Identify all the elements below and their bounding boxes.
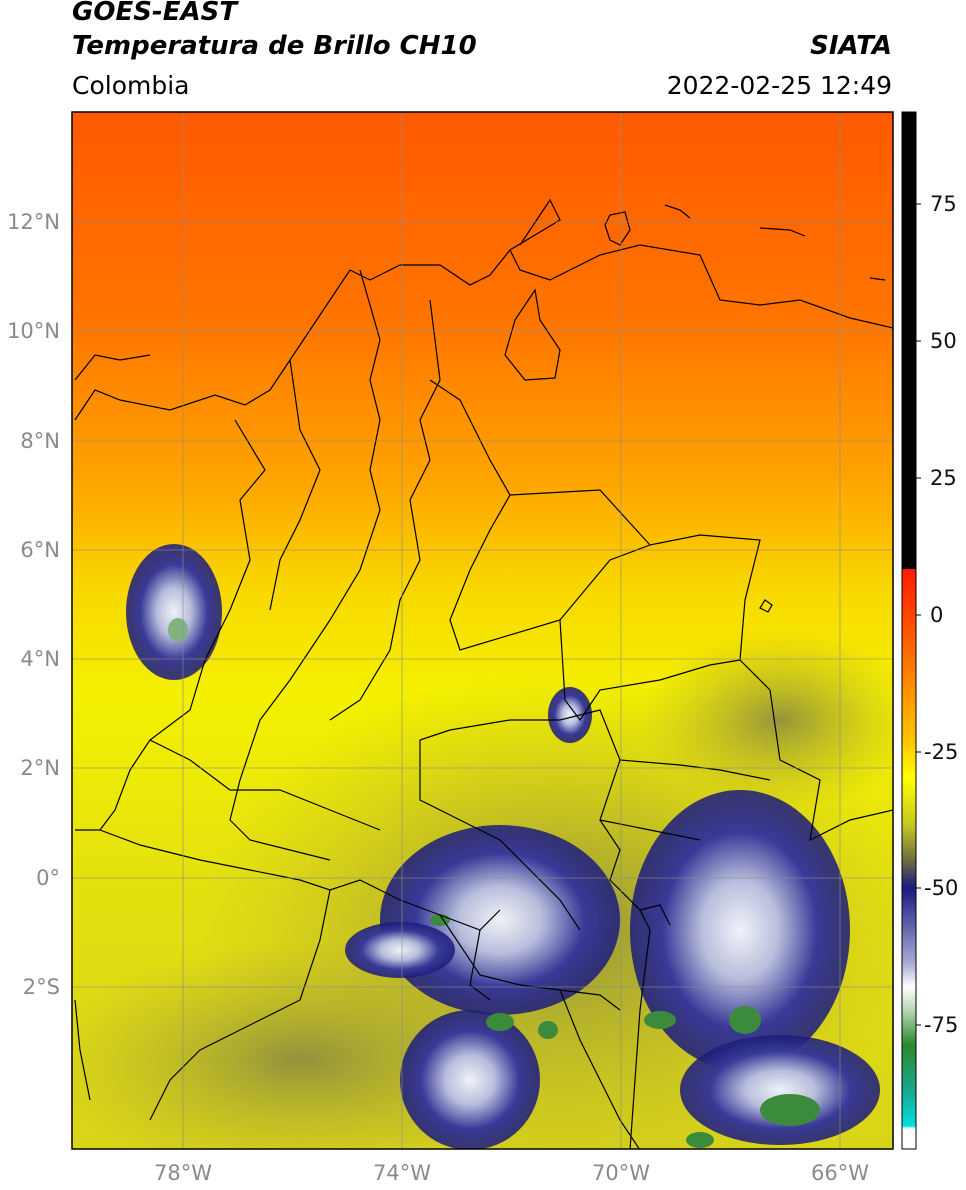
colorbar-tick-label: -25 <box>924 740 958 764</box>
cloud-cluster <box>126 544 222 680</box>
lat-tick-label: 4°N <box>20 647 60 671</box>
lat-tick-label: 2°N <box>20 756 60 780</box>
cloud-cluster <box>400 1010 540 1149</box>
map-frame <box>71 111 894 1150</box>
region-label: Colombia <box>72 71 190 100</box>
lon-tick-label: 74°W <box>373 1161 431 1185</box>
cloud-cluster <box>630 790 850 1070</box>
lat-tick-label: 12°N <box>7 210 60 234</box>
cloud-cluster <box>380 825 620 1015</box>
agency-label: SIATA <box>810 31 892 61</box>
cloud-cluster <box>680 1035 880 1145</box>
colorbar-frame <box>901 111 917 1150</box>
cloud-cluster <box>345 922 455 978</box>
cold-cloud-top <box>686 1132 714 1148</box>
datetime-label: 2022-02-25 12:49 <box>666 71 892 100</box>
colorbar-tick-label: 25 <box>930 466 957 490</box>
colorbar-tick-label: 0 <box>930 603 943 627</box>
colorbar-tick-label: -50 <box>924 876 958 900</box>
lat-tick-label: 8°N <box>20 429 60 453</box>
lon-tick-label: 70°W <box>592 1161 650 1185</box>
cold-cloud-top <box>729 1006 761 1034</box>
satellite-title: GOES-EAST <box>72 0 238 27</box>
cold-cloud-top <box>168 618 188 642</box>
cold-cloud-top <box>538 1021 558 1039</box>
olive-zone <box>640 630 893 810</box>
lat-tick-label: 10°N <box>7 319 60 343</box>
lat-tick-label: 2°S <box>23 975 60 999</box>
cloud-cluster <box>548 687 592 743</box>
colorbar: 75 50 25 0 -25 -50 -75 <box>901 111 958 1150</box>
colorbar-tick-label: 75 <box>930 192 957 216</box>
graticule <box>72 112 893 1149</box>
lon-tick-label: 66°W <box>811 1161 869 1185</box>
colorbar-tick-label: 50 <box>930 329 957 353</box>
colorbar-tick-label: -75 <box>924 1013 958 1037</box>
lon-tick-label: 78°W <box>154 1161 212 1185</box>
cold-cloud-top <box>486 1013 514 1031</box>
cold-cloud-top <box>760 1094 820 1126</box>
colorbar-gradient <box>902 569 916 1149</box>
product-title: Temperatura de Brillo CH10 <box>72 31 477 61</box>
lat-tick-label: 0° <box>36 866 60 890</box>
political-borders <box>74 198 893 1149</box>
lat-tick-label: 6°N <box>20 538 60 562</box>
colorbar-black-band <box>902 112 916 569</box>
map-area <box>72 112 893 1149</box>
cold-cloud-top <box>644 1011 676 1029</box>
